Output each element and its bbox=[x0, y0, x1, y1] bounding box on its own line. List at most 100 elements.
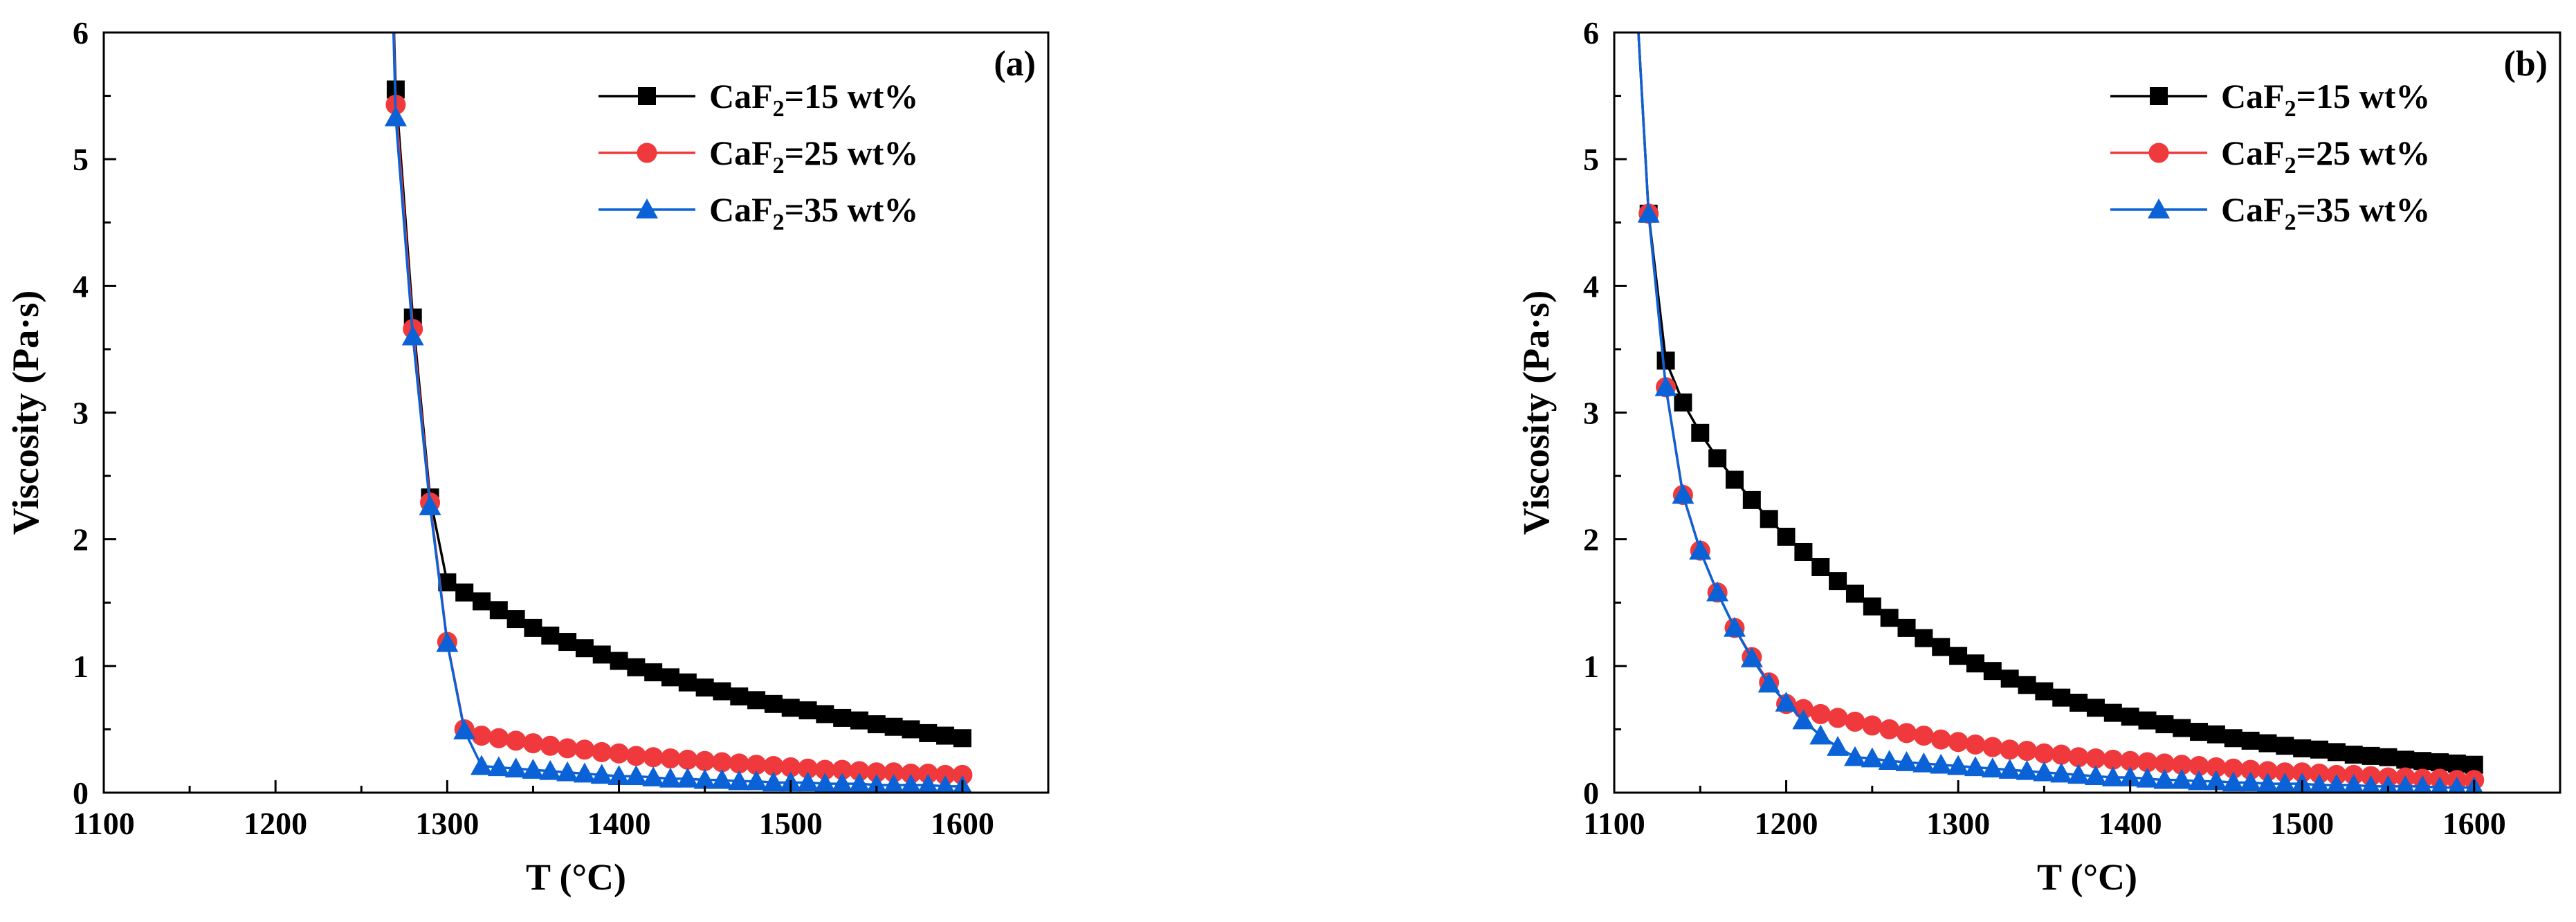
panel-b-series-3-point bbox=[1964, 756, 1986, 777]
panel-b-series-1-point bbox=[1794, 542, 1813, 561]
panel-a-series-2 bbox=[385, 33, 973, 785]
panel-b-x-tick-label: 1400 bbox=[2099, 806, 2162, 841]
panel-a-series-2-point bbox=[592, 741, 612, 762]
panel-a-series-3-point bbox=[522, 759, 545, 779]
panel-b-series-2-point bbox=[2017, 741, 2038, 762]
panel-b-series-3-point bbox=[1981, 757, 2004, 777]
panel-b-series-1-point bbox=[2447, 754, 2466, 773]
panel-a-series-2-point bbox=[522, 733, 543, 754]
panel-a-series-2-point bbox=[866, 762, 887, 783]
panel-b-series-1-point bbox=[1760, 510, 1778, 528]
panel-b-x-axis: 1100 1200 1300 1400 1500 1600 bbox=[1583, 780, 2506, 841]
panel-b-series-1-point bbox=[1674, 393, 1692, 412]
panel-b-series-2-point bbox=[1879, 719, 1900, 739]
panel-b-legend-label: CaF2=35 wt% bbox=[2221, 190, 2430, 235]
panel-b-series-3-point bbox=[2431, 776, 2449, 793]
panel-b-series-2-point bbox=[1862, 715, 1883, 736]
panel-a-series-2-point bbox=[763, 756, 784, 777]
panel-a-series-2-point bbox=[609, 743, 630, 764]
panel-b-series-1-point bbox=[2070, 693, 2088, 712]
panel-a-series-1-point bbox=[558, 633, 577, 652]
panel-a-series-3-point bbox=[436, 631, 459, 652]
panel-a-series-1-point bbox=[730, 687, 749, 706]
panel-b-series-1-point bbox=[2241, 731, 2260, 750]
panel-a-series-3-point bbox=[676, 767, 699, 788]
panel-b-legend-label: CaF2=25 wt% bbox=[2221, 133, 2430, 178]
panel-b-series-3-point bbox=[2016, 759, 2038, 780]
panel-a-x-tick-label: 1100 bbox=[73, 806, 134, 841]
panel-b-x-tick-label: 1100 bbox=[1583, 806, 1645, 841]
panel-b-series-2-point bbox=[2189, 756, 2209, 777]
panel-b-legend-marker bbox=[2150, 87, 2168, 105]
panel-a-series-1-point bbox=[919, 723, 938, 742]
panel-a-series-3-point bbox=[642, 766, 665, 786]
panel-a-series-2-point bbox=[711, 752, 732, 773]
panel-b-legend-label-sub: 2 bbox=[2285, 96, 2296, 122]
panel-a-series-3-point bbox=[848, 773, 870, 793]
panel-b-legend-label-rest: =15 wt% bbox=[2296, 77, 2431, 116]
panel-a-plot-area bbox=[384, 33, 973, 793]
panel-a-legend-label-rest: =35 wt% bbox=[785, 190, 919, 229]
panel-b-legend-label-rest: =35 wt% bbox=[2296, 190, 2431, 229]
panel-b-series-1-point bbox=[1708, 449, 1727, 468]
panel-a-legend-label: CaF2=15 wt% bbox=[709, 77, 918, 122]
panel-a-legend-marker bbox=[638, 87, 656, 105]
panel-a-series-3-point bbox=[625, 765, 648, 785]
panel-a-series-1-point bbox=[850, 711, 868, 730]
panel-a-series-2-point bbox=[780, 757, 801, 777]
panel-b-series-3-point bbox=[2447, 776, 2466, 793]
panel-b-legend: CaF2=15 wt%CaF2=25 wt%CaF2=35 wt% bbox=[2110, 77, 2430, 235]
panel-a-series-3-point bbox=[728, 770, 751, 791]
panel-b-series-1-point bbox=[2293, 739, 2312, 757]
panel-a-series-2-point bbox=[849, 761, 870, 782]
panel-a-series-1-point bbox=[781, 699, 800, 717]
panel-a-legend-label-rest: =25 wt% bbox=[785, 133, 919, 172]
panel-a-legend-label: CaF2=25 wt% bbox=[709, 133, 918, 178]
panel-a-series-3-point bbox=[384, 106, 407, 127]
panel-b-series-1-point bbox=[2138, 711, 2157, 730]
panel-a-series-1-point bbox=[798, 701, 817, 719]
panel-a-y-tick-label: 0 bbox=[73, 775, 89, 811]
panel-b-series-1-point bbox=[1915, 629, 1933, 647]
panel-b-series-2-line bbox=[1637, 33, 2474, 782]
panel-b-series-3-point bbox=[2413, 775, 2433, 793]
panel-a-series-2-point bbox=[884, 762, 904, 783]
panel-b-y-tick-label: 4 bbox=[1583, 268, 1599, 304]
panel-b-series-2-point bbox=[1948, 732, 1968, 753]
panel-b-series-3-point bbox=[2101, 766, 2124, 786]
panel-b-series-1-point bbox=[2000, 670, 2019, 688]
panel-b-series-1-point bbox=[2379, 748, 2397, 766]
panel-b-series-2-point bbox=[1965, 734, 1986, 755]
panel-a-series-2-point bbox=[798, 758, 819, 779]
panel-b-legend-label-sub: 2 bbox=[2285, 153, 2296, 178]
panel-a-series-2-point bbox=[660, 748, 681, 769]
panel-b-series-2-point bbox=[1845, 711, 1865, 732]
panel-b-y-tick-label: 6 bbox=[1583, 15, 1599, 50]
panel-b-series-3-point bbox=[1757, 672, 1780, 693]
panel-a-legend-label-rest: =15 wt% bbox=[785, 77, 919, 116]
panel-a-legend-item: CaF2=35 wt% bbox=[599, 190, 918, 235]
panel-b-series-1-point bbox=[2413, 752, 2432, 771]
panel-a-series-3-point bbox=[487, 756, 510, 777]
panel-b-series-2-point bbox=[2034, 743, 2054, 764]
panel-b-legend-label-base: CaF bbox=[2221, 133, 2285, 172]
panel-b-series-2-point bbox=[2085, 748, 2106, 769]
panel-b-series-1-point bbox=[2190, 723, 2209, 741]
panel-a-legend-label-base: CaF bbox=[709, 133, 773, 172]
panel-a-series-3-point bbox=[401, 325, 424, 346]
panel-b-series-3-point bbox=[1792, 709, 1815, 730]
panel-b-series-1-point bbox=[1983, 662, 2002, 681]
panel-b-series-2-point bbox=[2171, 755, 2192, 775]
panel-a-series-1-point bbox=[936, 726, 955, 745]
panel-a-y-tick-label: 2 bbox=[73, 522, 89, 557]
panel-b-series-1-point bbox=[2258, 734, 2277, 753]
panel-b-series-1-point bbox=[2207, 725, 2225, 744]
panel-a-legend-label-base: CaF bbox=[709, 77, 773, 116]
panel-b-series-2-point bbox=[2309, 764, 2330, 784]
panel-b-x-tick-label: 1600 bbox=[2442, 806, 2506, 841]
panel-b-series-1-point bbox=[2173, 719, 2191, 737]
panel-a-series-3-point bbox=[504, 757, 527, 777]
panel-b-series-3-point bbox=[2067, 764, 2090, 784]
panel-b-series-2 bbox=[1637, 33, 2485, 791]
panel-b-series-1-point bbox=[2035, 682, 2054, 701]
